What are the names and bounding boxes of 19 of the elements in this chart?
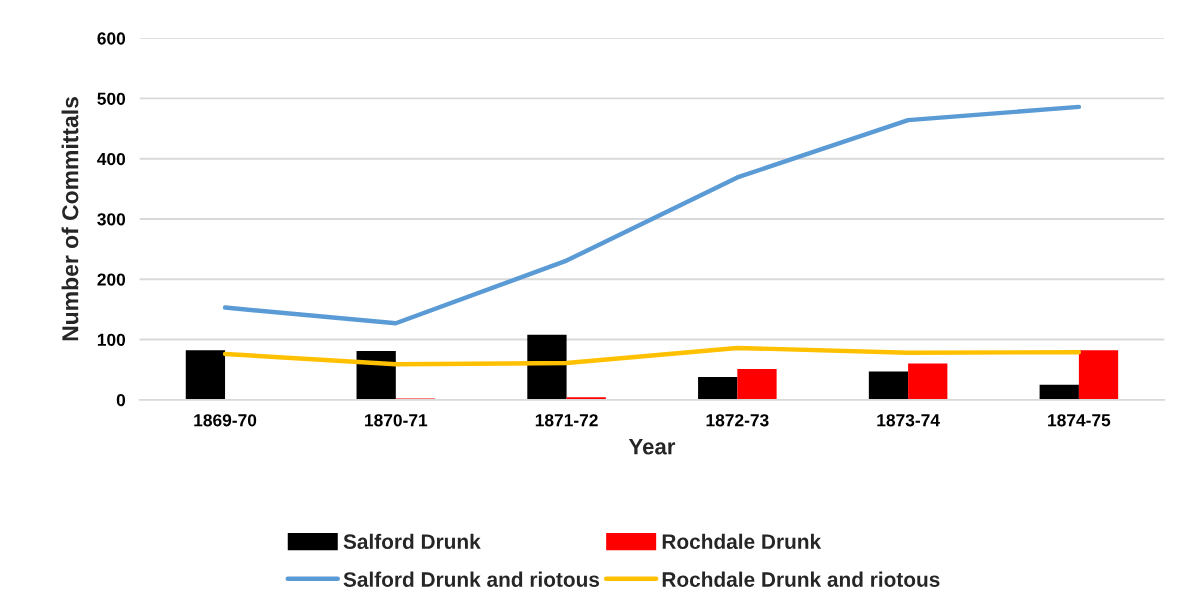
- legend-label: Rochdale Drunk: [662, 533, 822, 550]
- y-tick-label: 500: [97, 92, 126, 105]
- x-tick-label: 1869-70: [194, 414, 257, 427]
- y-tick-label: 0: [116, 393, 126, 407]
- y-tick-label: 200: [97, 273, 126, 286]
- y-tick-label: 300: [97, 213, 126, 226]
- x-tick-label: 1870-71: [365, 414, 428, 427]
- legend-label: Salford Drunk and riotous: [343, 571, 600, 587]
- y-tick-label: 400: [97, 152, 126, 166]
- x-axis-title: Year: [628, 439, 676, 455]
- x-tick-label: 1871-72: [535, 414, 598, 427]
- legend-label: Salford Drunk: [343, 533, 481, 550]
- x-tick-label: 1872-73: [706, 414, 769, 427]
- y-axis-title: Number of Committals: [61, 97, 79, 341]
- x-tick-label: 1874-75: [1048, 414, 1111, 427]
- y-tick-label: 600: [97, 32, 126, 45]
- legend-label: Rochdale Drunk and riotous: [662, 571, 940, 587]
- y-tick-label: 100: [97, 333, 126, 346]
- x-tick-label: 1873-74: [877, 414, 940, 427]
